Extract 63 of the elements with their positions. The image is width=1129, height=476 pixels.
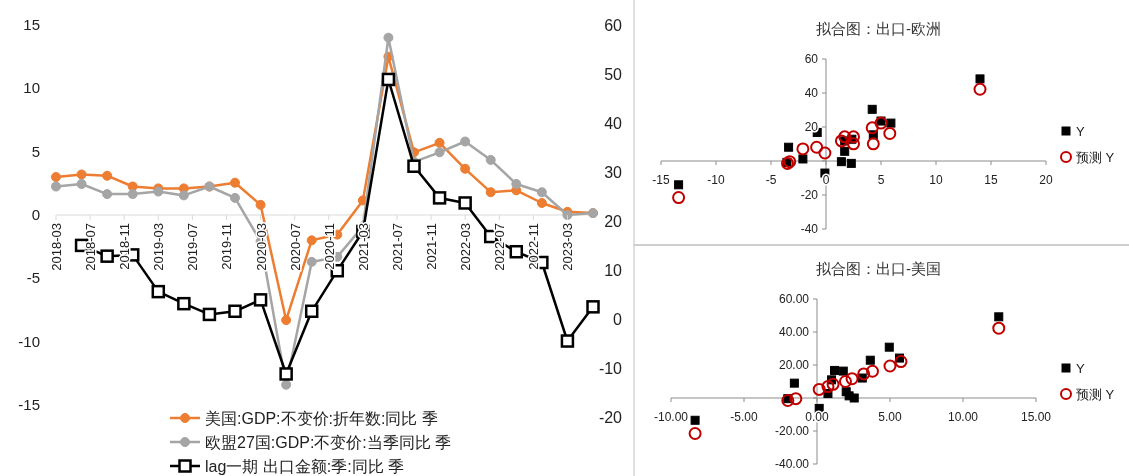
y-tick-label: 0 <box>613 310 623 328</box>
legend-label: lag一期 出口金额:季:同比 季 <box>205 458 405 475</box>
x-tick-label: 15.00 <box>1020 410 1052 424</box>
y-tick-label: -15 <box>18 396 40 413</box>
x-tick-label: 2021-07 <box>389 223 405 271</box>
x-tick-label: 10.00 <box>947 410 979 424</box>
x-tick-label: 2023-03 <box>560 223 576 271</box>
y2-tick-label: 40 <box>804 86 819 100</box>
y-tick-label: -10 <box>598 359 623 377</box>
y2-tick-label: -40 <box>800 222 819 236</box>
x-tick-label: 2019-11 <box>219 223 235 270</box>
legend-label: 美国:GDP:不变价:折年数:同比 季 <box>205 410 438 427</box>
x-tick-label: -5 <box>765 173 777 187</box>
y2-tick-label: 60 <box>804 52 819 66</box>
x-tick-label: -10.00 <box>653 410 689 424</box>
y-tick-label: 50 <box>604 65 623 83</box>
x-tick-label: 2021-03 <box>355 223 371 271</box>
legend-label: 预测 Y <box>1076 150 1115 165</box>
y-tick-label: -20 <box>598 409 623 427</box>
x-tick-label: 2018-07 <box>83 223 99 271</box>
y-tick-label: 0 <box>31 206 40 223</box>
y2-tick-label: 40.00 <box>778 325 810 339</box>
x-tick-label: 2019-07 <box>185 223 201 271</box>
y2-tick-label: -40.00 <box>774 457 810 471</box>
legend-label: 欧盟27国:GDP:不变价:当季同比 季 <box>205 434 452 451</box>
x-tick-label: 5.00 <box>878 410 902 424</box>
x-tick-label: 20 <box>1039 173 1053 187</box>
x-tick-label: 15 <box>984 173 998 187</box>
y2-tick-label: 60.00 <box>778 292 810 306</box>
x-tick-label: -10 <box>707 173 725 187</box>
text: 拟合图：出口-美国 <box>816 260 941 277</box>
x-tick-label: 2021-11 <box>424 223 440 270</box>
x-tick-label: 2018-11 <box>117 223 133 270</box>
x-tick-label: 10 <box>929 173 943 187</box>
y-tick-label: 60 <box>604 16 623 34</box>
y-tick-label: 5 <box>31 142 40 160</box>
x-tick-label: 2018-03 <box>49 223 64 271</box>
x-tick-label: 5 <box>877 173 885 187</box>
y2-tick-label: -20.00 <box>774 424 810 438</box>
x-tick-label: 2020-07 <box>287 223 303 271</box>
y-tick-label: -10 <box>18 332 40 350</box>
legend-label: Y <box>1076 361 1085 376</box>
x-tick-label: 2022-03 <box>458 223 474 271</box>
x-tick-label: 2019-03 <box>151 223 167 271</box>
y-tick-label: 30 <box>604 163 623 181</box>
x-tick-label: 2022-11 <box>526 223 542 270</box>
x-tick-label: 0.00 <box>805 410 829 424</box>
y-tick-label: -5 <box>26 269 40 287</box>
x-tick-label: -5.00 <box>730 410 758 424</box>
x-tick-label: 2022-07 <box>492 223 508 271</box>
y-tick-label: 20 <box>604 212 623 230</box>
y2-tick-label: 20.00 <box>778 358 810 372</box>
y-tick-label: 40 <box>604 114 623 132</box>
text: 拟合图：出口-欧洲 <box>816 20 941 37</box>
y-tick-label: 15 <box>23 16 40 33</box>
legend-label: 预测 Y <box>1076 387 1115 402</box>
y-tick-label: 10 <box>23 79 40 97</box>
x-tick-label: -15 <box>652 173 670 187</box>
x-tick-label: 2020-11 <box>321 223 337 270</box>
legend-label: Y <box>1076 124 1085 139</box>
x-tick-label: 2020-03 <box>253 223 269 271</box>
y2-tick-label: -20 <box>800 188 819 202</box>
y2-tick-label: 20 <box>804 120 819 134</box>
